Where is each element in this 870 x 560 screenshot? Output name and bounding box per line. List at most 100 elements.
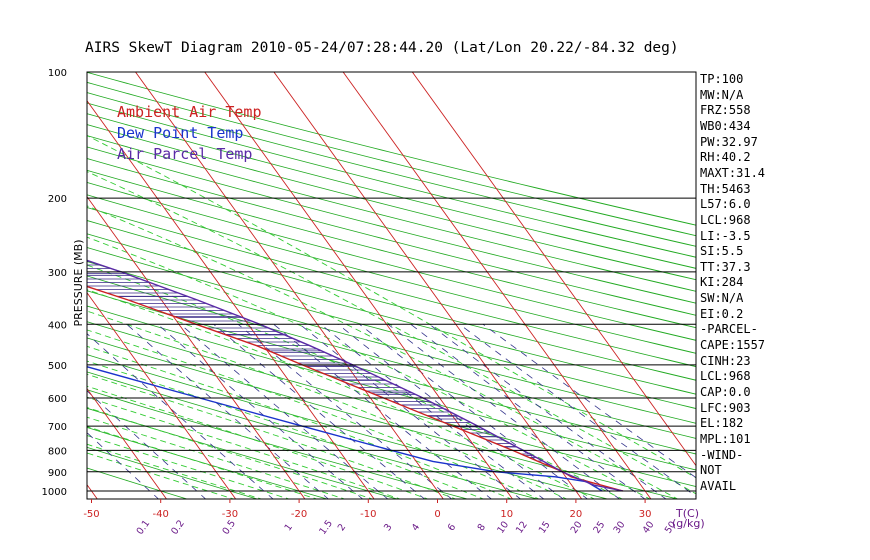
mixing-ratio-line [157, 323, 364, 499]
moist-adiabat-line [87, 426, 319, 499]
dry-adiabat-line [87, 124, 696, 281]
stat-item: SI:5.5 [700, 244, 744, 259]
moist-adiabat-line [87, 360, 485, 499]
mixing-ratio-line [459, 323, 696, 497]
stat-item: MPL:101 [700, 431, 751, 446]
bottom-temp-tick-label: -20 [291, 509, 307, 520]
mixing-ratio-label: 20 [569, 519, 585, 535]
moist-adiabat-line [87, 134, 696, 479]
stat-item: LI:-3.5 [700, 228, 751, 243]
legend: Ambient Air Temp Dew Point Temp Air Parcel… [117, 103, 262, 163]
stat-item: KI:284 [700, 275, 744, 290]
mixing-ratio-label: 0.5 [220, 518, 238, 537]
mixing-ratio-label: 30 [612, 519, 628, 535]
stat-item: WB0:434 [700, 118, 751, 133]
isotherm-line [87, 291, 237, 499]
stat-item: NOT [700, 463, 722, 478]
isotherm-line [204, 72, 514, 499]
isotherm-line [134, 72, 444, 499]
isotherm-line [87, 99, 375, 499]
mixing-ratio-line [482, 323, 696, 479]
mixing-ratio-line [180, 323, 389, 499]
moist-adiabat-line [87, 264, 624, 499]
mixing-ratio-label: 15 [537, 519, 553, 535]
mixing-ratio-unit-label: (g/kg) [672, 517, 705, 530]
mixing-ratio-label: 12 [514, 519, 530, 535]
stat-item: EL:182 [700, 416, 744, 431]
stat-item: FRZ:558 [700, 103, 751, 118]
mixing-ratio-label: 0.2 [169, 518, 187, 537]
dry-adiabat-line [87, 354, 610, 499]
plot-frame [86, 71, 697, 500]
bottom-temp-tick-label: -30 [222, 509, 238, 520]
dry-adiabat-line [87, 426, 329, 499]
pressure-tick-label: 1000 [42, 487, 67, 498]
mixing-ratio-label: 40 [641, 519, 657, 535]
dry-adiabat-line [87, 233, 696, 395]
isotherm-line [87, 387, 168, 499]
mixing-ratio-label: 10 [495, 519, 511, 535]
mixing-ratio-label: 8 [476, 522, 488, 533]
bottom-temp-tick-label: 30 [639, 509, 652, 520]
air-parcel-temp-line [87, 259, 624, 492]
dry-adiabat-line [87, 194, 696, 354]
moist-adiabat-line [87, 329, 540, 499]
pressure-tick-label: 600 [48, 394, 67, 405]
moist-adiabat-line [87, 373, 457, 499]
bottom-temp-tick-label: -40 [153, 509, 169, 520]
mixing-ratio-line [87, 333, 274, 499]
stat-item: RH:40.2 [700, 150, 751, 165]
stat-item: MW:N/A [700, 87, 744, 102]
mixing-ratio-label: 3 [382, 522, 394, 533]
moist-adiabat-line [87, 345, 513, 499]
dry-adiabat-line [87, 290, 696, 455]
pressure-tick-label: 400 [48, 320, 67, 331]
stat-item: CAPE:1557 [700, 338, 766, 353]
stat-item: TH:5463 [700, 181, 751, 196]
dry-adiabat-line [87, 169, 696, 329]
dry-adiabat-line [87, 337, 680, 499]
mixing-ratio-label: 0.1 [135, 518, 153, 537]
stat-item: L57:6.0 [700, 197, 751, 212]
stat-item: CAP:0.0 [700, 385, 751, 399]
stat-item: PW:32.97 [700, 134, 758, 149]
dry-adiabat-line [87, 389, 469, 499]
dry-adiabat-line [87, 92, 696, 247]
mixing-ratio-line [87, 390, 207, 499]
isotherm-line [0, 63, 32, 505]
dry-adiabat-line [87, 72, 696, 226]
chart-title: AIRS SkewT Diagram 2010-05-24/07:28:44.2… [85, 40, 679, 56]
legend-entry: Ambient Air Temp [117, 103, 262, 121]
moist-adiabat-line [87, 385, 429, 499]
mixing-ratio-label: 1 [283, 522, 295, 533]
pressure-tick-label: 900 [48, 468, 67, 479]
stat-item: -PARCEL- [700, 322, 758, 337]
isotherm-line [342, 72, 652, 499]
legend-entry: Air Parcel Temp [117, 145, 252, 163]
bottom-temp-tick-label: 0 [434, 509, 440, 520]
bottom-temp-tick-label: 10 [500, 509, 513, 520]
y-axis-label: PRESSURE (MB) [72, 240, 85, 327]
legend-entry: Dew Point Temp [117, 124, 243, 142]
dry-adiabat-line [87, 102, 696, 258]
bottom-temp-tick-label: -10 [360, 509, 376, 520]
dry-adiabat-line [87, 113, 696, 269]
mixing-ratio-line [299, 323, 522, 499]
bottom-temp-tick-label: -50 [83, 509, 99, 520]
moist-adiabat-line [87, 435, 291, 499]
pressure-tick-label: 500 [48, 361, 67, 372]
pressure-tick-label: 700 [48, 422, 67, 433]
dry-adiabat-line [87, 146, 696, 304]
dry-adiabat-line [87, 321, 696, 487]
x-axis-unit-label: T(C) [675, 507, 699, 520]
stat-item: LCL:968 [700, 369, 751, 384]
dry-adiabat-line [87, 81, 696, 237]
stat-item: LFC:903 [700, 400, 751, 415]
dry-adiabat-line [87, 261, 696, 424]
mixing-ratio-label: 25 [591, 519, 607, 535]
stat-item: SW:N/A [700, 291, 744, 306]
dry-adiabat-line [87, 207, 696, 368]
dry-adiabat-line [87, 220, 696, 381]
dew-point-temp-line [87, 366, 603, 492]
